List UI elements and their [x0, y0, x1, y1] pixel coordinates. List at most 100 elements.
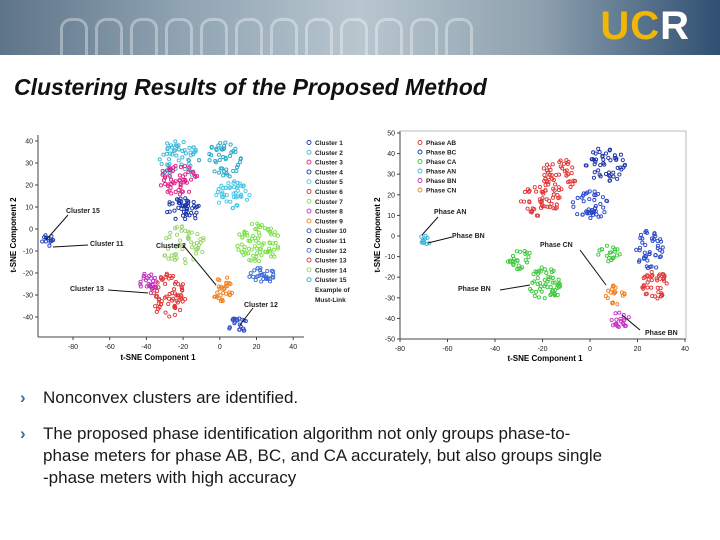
- figure-1-point: [186, 236, 191, 241]
- figure-1-point: [218, 293, 223, 298]
- figure-1-point: [166, 296, 172, 301]
- figure-1-point: [167, 314, 172, 319]
- figure-1-ytick-label: 0: [29, 227, 33, 234]
- figure-1-point: [231, 194, 236, 200]
- figure-1-point: [164, 272, 169, 278]
- figure-1-point: [245, 251, 251, 256]
- figure-2-point: [610, 301, 615, 306]
- figure-1-annotation: Cluster 12: [244, 302, 278, 309]
- figure-1-point: [217, 157, 222, 163]
- figure-2-point: [535, 213, 540, 218]
- figure-1-point: [179, 189, 184, 194]
- figure-1-point: [178, 165, 184, 170]
- figure-2-point: [611, 174, 616, 179]
- figure-1-point: [180, 174, 185, 179]
- figure-2-xtick-label: -60: [442, 346, 452, 353]
- figure-1-point: [175, 143, 180, 149]
- figure-1-point: [173, 216, 178, 221]
- figure-2-point: [637, 245, 643, 250]
- figure-2-point: [593, 157, 599, 162]
- figure-1-legend-entry: Cluster 5: [315, 179, 343, 186]
- figure-1-point: [183, 196, 188, 201]
- figure-2-point: [543, 188, 548, 193]
- figure-1-point: [178, 293, 183, 298]
- figure-1-point: [162, 295, 167, 300]
- figure-1-annotations: Cluster 15 Cluster 11 Cluster 2 Cluster 13 C…: [66, 208, 278, 309]
- figure-1-point: [166, 301, 171, 306]
- figure-1-point: [253, 277, 258, 283]
- figure-1-point: [250, 221, 255, 227]
- figure-2-point: [535, 276, 540, 281]
- figure-1-xtick-label: -40: [141, 344, 151, 351]
- figure-1-point: [178, 185, 183, 190]
- figure-2-point: [544, 168, 550, 173]
- figure-1-point: [214, 294, 219, 299]
- figure-1-point: [40, 239, 45, 244]
- figure-2-point: [564, 173, 569, 178]
- figure-1-point: [253, 258, 258, 263]
- banner-arch: [235, 18, 263, 55]
- figure-1-point: [178, 183, 183, 188]
- figure-2-point: [613, 311, 618, 316]
- figure-2-point: [544, 197, 549, 202]
- figure-2-xtick-label: 40: [681, 346, 689, 353]
- figure-2-point: [539, 200, 544, 205]
- figure-2-ytick-label: -10: [385, 254, 395, 261]
- figure-1-xtick-label: 40: [289, 344, 297, 351]
- figure-2-point: [538, 205, 544, 210]
- figure-2-point: [569, 171, 574, 176]
- figure-1-point: [176, 282, 181, 287]
- figure-1-point: [177, 192, 182, 197]
- figure-1-point: [183, 172, 188, 177]
- figure-1-legend-marker: [306, 169, 312, 175]
- figure-2-xtick-label: -40: [490, 346, 500, 353]
- figure-1-point: [256, 274, 261, 279]
- figure-1-point: [223, 284, 228, 289]
- figure-2-point: [527, 199, 532, 204]
- figure-1-point: [164, 168, 169, 173]
- figure-1-xlabel: t-SNE Component 1: [120, 353, 196, 362]
- bullet-1-text: Nonconvex clusters are identified.: [43, 388, 299, 407]
- figure-1-point: [184, 208, 189, 213]
- figure-1-point: [240, 235, 245, 240]
- figure-2-point: [612, 290, 617, 295]
- figure-2-point: [598, 214, 604, 219]
- figure-1-point: [170, 152, 175, 157]
- figure-2-point: [610, 256, 615, 261]
- figure-1-point: [222, 192, 227, 198]
- figure-1-point: [247, 258, 252, 263]
- figure-1-point: [153, 304, 158, 309]
- figure-1-point: [215, 290, 220, 295]
- figure-1-point: [268, 230, 273, 235]
- figure-2-point: [544, 162, 550, 167]
- figure-2-point: [543, 282, 548, 287]
- banner-arch: [305, 18, 333, 55]
- figure-2-point: [536, 295, 541, 300]
- figure-2-point: [597, 150, 602, 155]
- figure-1-point: [267, 246, 272, 251]
- figure-1-legend-entry: Cluster 9: [315, 218, 343, 225]
- figure-1-point: [272, 232, 277, 237]
- figure-1-point: [141, 273, 146, 279]
- figure-1-point: [258, 225, 263, 230]
- figure-2-point: [654, 276, 659, 281]
- figure-1-point: [165, 147, 170, 152]
- figure-1-point: [214, 193, 219, 198]
- figure-1-annotation: Cluster 13: [70, 286, 104, 293]
- figure-2-point: [554, 202, 559, 207]
- figure-1-point: [164, 236, 169, 241]
- figure-1-point: [231, 168, 236, 173]
- bullet-2-line-2: phase meters for phase AB, BC, and CA ac…: [43, 446, 603, 465]
- figure-1-point: [214, 160, 219, 165]
- figure-2-point: [645, 266, 650, 271]
- figure-1-point: [177, 308, 183, 313]
- figure-2-point: [599, 247, 604, 252]
- figure-1-point: [209, 153, 214, 158]
- figure-2-point: [603, 151, 609, 156]
- figure-1-point: [171, 296, 176, 301]
- figure-1-point: [228, 185, 233, 190]
- figure-1-point: [194, 241, 200, 246]
- figure-1-point: [192, 203, 197, 208]
- figure-2-point: [644, 228, 649, 233]
- figure-1-point: [247, 193, 252, 198]
